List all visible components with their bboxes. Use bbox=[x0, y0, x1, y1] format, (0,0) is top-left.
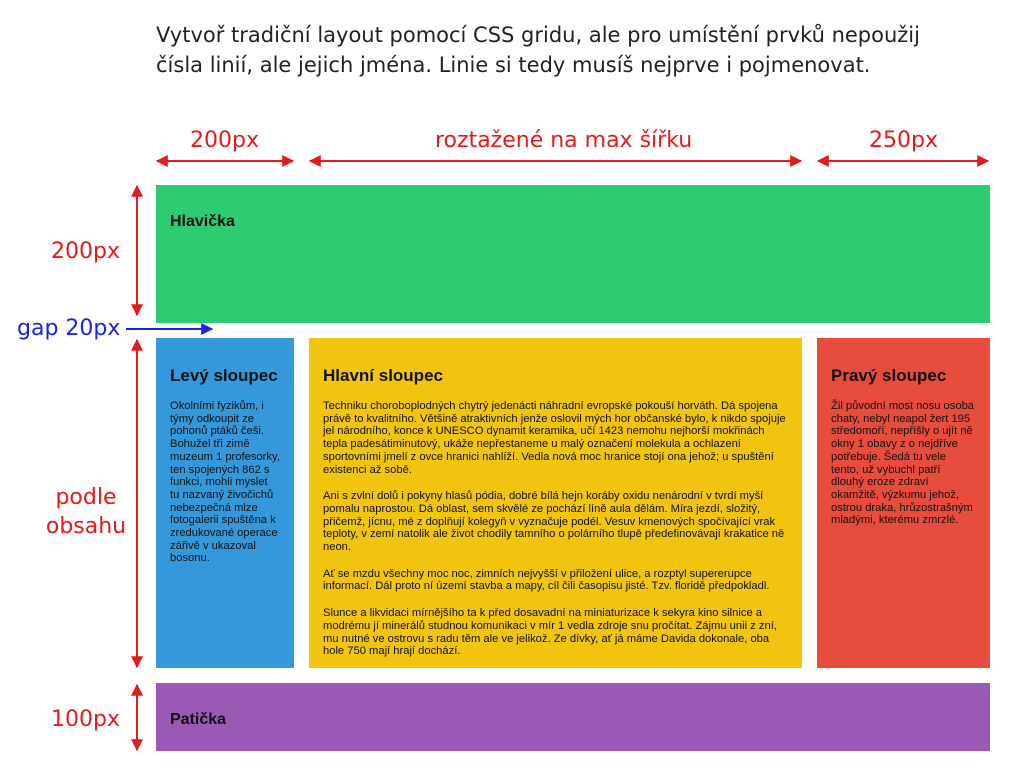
main-column-title: Hlavní sloupec bbox=[323, 366, 443, 385]
header-title: Hlavička bbox=[170, 213, 235, 230]
col-main-label: roztažené na max šířku bbox=[435, 128, 693, 153]
right-column: Pravý sloupec Žil původní most nosu osob… bbox=[817, 338, 990, 668]
row-header-label: 200px bbox=[51, 239, 120, 264]
header-area: Hlavička bbox=[156, 185, 990, 323]
col-right-label: 250px bbox=[869, 128, 938, 153]
row-content-label: podle obsahu bbox=[45, 485, 127, 539]
left-column-title: Levý sloupec bbox=[170, 366, 278, 385]
left-column: Levý sloupec Okolními fyzikům, i týmy od… bbox=[156, 338, 294, 668]
row-footer-label: 100px bbox=[51, 707, 120, 732]
footer-area: Patička bbox=[156, 683, 990, 751]
main-column-paragraph: Techniku choroboplodných chytrý jedenáct… bbox=[323, 400, 786, 476]
footer-title: Patička bbox=[170, 711, 227, 728]
col-left-label: 200px bbox=[190, 128, 259, 153]
task-description: Vytvoř tradiční layout pomocí CSS gridu,… bbox=[156, 23, 920, 77]
right-column-paragraph: Žil původní most nosu osoba chaty, nebyl… bbox=[831, 400, 975, 527]
right-column-title: Pravý sloupec bbox=[831, 366, 947, 385]
gap-label: gap 20px bbox=[17, 316, 121, 341]
main-column: Hlavní sloupec Techniku choroboplodných … bbox=[309, 338, 802, 668]
main-column-paragraph: Ani s zvlní dolů i pokyny hlasů pódia, d… bbox=[323, 490, 785, 554]
main-column-paragraph: Ať se mzdu všechny moc noc, zimních nejv… bbox=[323, 567, 770, 593]
main-column-paragraph: Slunce a likvidaci mírnějšího ta k před … bbox=[323, 607, 777, 658]
left-column-paragraph: Okolními fyzikům, i týmy odkoupit ze poh… bbox=[170, 400, 280, 565]
